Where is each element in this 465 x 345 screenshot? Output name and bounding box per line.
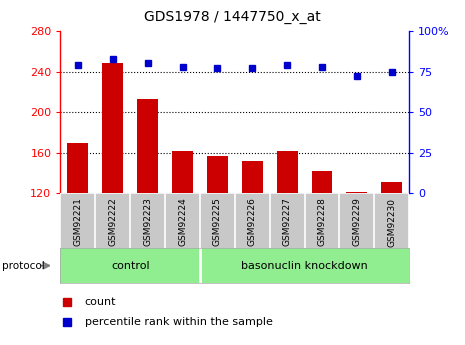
Bar (381, 182, 402, 193)
Bar (172, 151, 193, 193)
Text: GSM92221: GSM92221 (73, 198, 82, 246)
Text: control: control (111, 261, 150, 270)
Text: count: count (85, 297, 116, 307)
Text: GSM92223: GSM92223 (143, 198, 152, 246)
Text: percentile rank within the sample: percentile rank within the sample (85, 317, 273, 327)
Bar (207, 156, 228, 193)
Text: GSM92224: GSM92224 (178, 198, 187, 246)
Text: GSM92225: GSM92225 (213, 198, 222, 246)
Text: GSM92228: GSM92228 (318, 198, 326, 246)
Text: GSM92229: GSM92229 (352, 198, 361, 246)
Text: protocol: protocol (2, 261, 45, 270)
Text: GSM92226: GSM92226 (248, 198, 257, 246)
Text: GSM92222: GSM92222 (108, 198, 117, 246)
Bar (137, 99, 158, 193)
Text: GSM92227: GSM92227 (283, 198, 292, 246)
Text: basonuclin knockdown: basonuclin knockdown (241, 261, 368, 270)
Bar (277, 151, 298, 193)
Bar (67, 142, 88, 193)
Bar (242, 161, 263, 193)
Bar (346, 192, 367, 193)
Text: GDS1978 / 1447750_x_at: GDS1978 / 1447750_x_at (144, 10, 321, 24)
Text: GSM92230: GSM92230 (387, 198, 396, 247)
Bar (312, 171, 332, 193)
Bar (102, 63, 123, 193)
